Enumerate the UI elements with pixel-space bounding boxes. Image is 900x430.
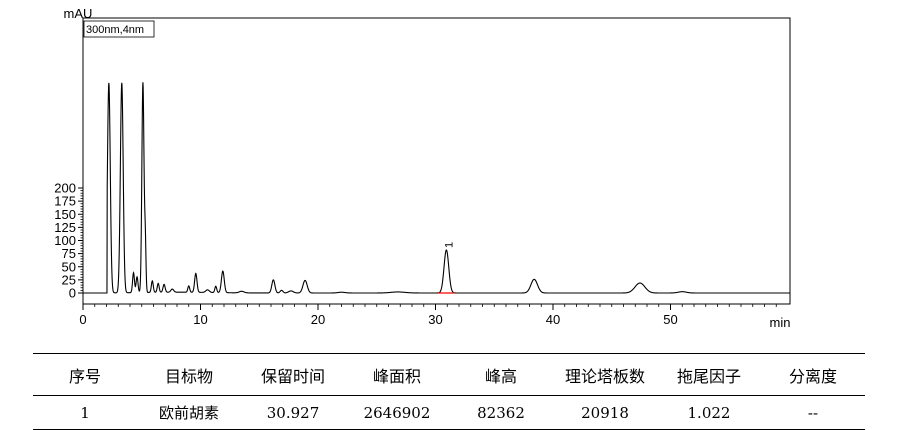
x-tick-label: 0 (79, 312, 86, 327)
cell-tailing-factor: 1.022 (687, 403, 731, 422)
plot-frame (82, 17, 791, 305)
cell-theoretical-plates: 20918 (581, 403, 629, 422)
cell-retention-time: 30.927 (266, 403, 320, 422)
x-tick-label: 10 (193, 312, 207, 327)
cell-peak-height: 82362 (477, 403, 525, 422)
y-tick-label: 150 (54, 207, 76, 222)
y-axis-label: mAU (64, 6, 93, 21)
y-tick-label: 0 (69, 286, 76, 301)
cell-peak-area: 2646902 (363, 403, 431, 422)
header-resolution: 分离度 (788, 366, 837, 386)
detector-label: 300nm,4nm (86, 24, 144, 36)
cell-resolution: -- (807, 403, 819, 422)
x-tick-label: 40 (546, 312, 560, 327)
y-tick-label: 125 (54, 220, 76, 235)
y-tick-label: 100 (54, 233, 76, 248)
header-retention-time: 保留时间 (260, 366, 325, 386)
x-tick-label: 20 (311, 312, 325, 327)
x-axis: 0 10 20 30 40 50 (79, 304, 777, 327)
chromatogram-trace (83, 82, 790, 294)
y-tick-label: 200 (54, 181, 76, 196)
x-axis-label: min (770, 315, 791, 330)
header-peak-area: 峰面积 (372, 366, 421, 386)
y-tick-label: 25 (62, 272, 76, 287)
header-index: 序号 (68, 366, 101, 386)
results-table: 序号 目标物 保留时间 峰面积 峰高 理论塔板数 拖尾因子 分离度 1 欧前胡素… (33, 353, 865, 430)
y-tick-label: 175 (54, 194, 76, 209)
cell-index: 1 (80, 403, 90, 422)
peak-label: 1 (443, 242, 455, 248)
results-table-wrapper: 序号 目标物 保留时间 峰面积 峰高 理论塔板数 拖尾因子 分离度 1 欧前胡素… (33, 353, 865, 430)
x-tick-label: 30 (428, 312, 442, 327)
detector-label-box (83, 20, 155, 38)
y-tick-label: 75 (62, 246, 76, 261)
header-target: 目标物 (164, 366, 213, 386)
header-tailing-factor: 拖尾因子 (676, 366, 741, 386)
header-peak-height: 峰高 (484, 366, 517, 386)
header-theoretical-plates: 理论塔板数 (564, 366, 645, 386)
y-tick-label: 50 (62, 259, 76, 274)
x-tick-label: 50 (663, 312, 677, 327)
table-row: 1 欧前胡素 30.927 2646902 82362 20918 1.022 … (33, 396, 865, 430)
table-header-row: 序号 目标物 保留时间 峰面积 峰高 理论塔板数 拖尾因子 分离度 (33, 353, 865, 396)
cell-target: 欧前胡素 (158, 404, 219, 422)
